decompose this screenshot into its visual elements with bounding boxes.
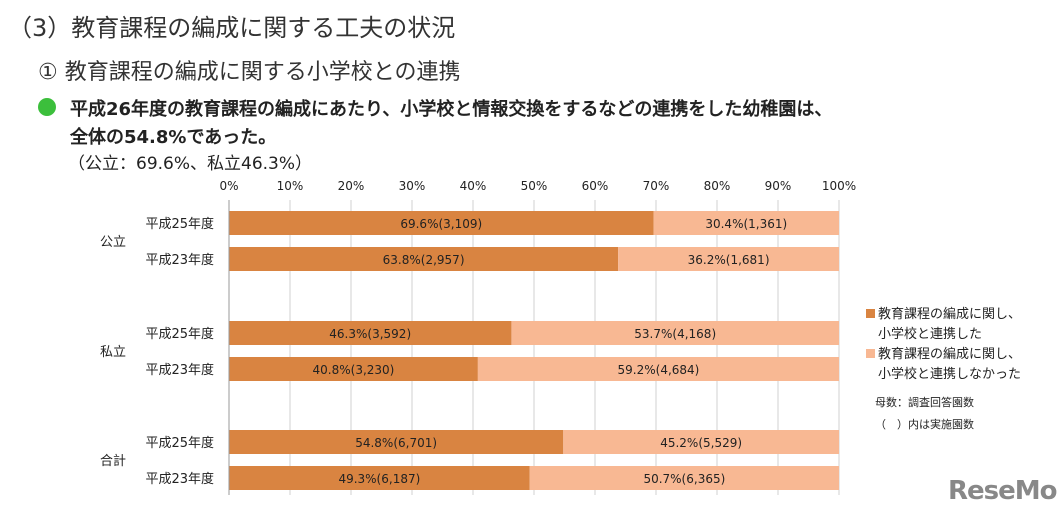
resemom-logo: ReseMom: [948, 476, 1057, 506]
bar-data-label: 53.7%(4,168): [634, 327, 716, 341]
legend-label: 小学校と連携しなかった: [878, 367, 1022, 382]
bar-data-label: 30.4%(1,361): [705, 217, 787, 231]
bar-segment: [229, 321, 512, 345]
row-label: 平成23年度: [145, 252, 214, 268]
bar-segment: [229, 357, 478, 381]
section-title: （3）教育課程の編成に関する工夫の状況: [8, 14, 456, 42]
row-label: 平成25年度: [145, 326, 214, 342]
note-denominator: 母数：調査回答園数: [875, 396, 974, 409]
bar-data-label: 46.3%(3,592): [329, 327, 411, 341]
legend-label: 小学校と連携した: [878, 327, 983, 342]
bar-data-label: 69.6%(3,109): [400, 217, 482, 231]
bar-segment: [477, 357, 839, 381]
bar-data-label: 63.8%(2,957): [383, 253, 465, 267]
row-label: 平成23年度: [145, 471, 214, 487]
x-tick-label: 70%: [643, 179, 670, 193]
bar-segment: [653, 211, 839, 235]
x-tick-label: 20%: [338, 179, 365, 193]
legend-item-linked: 教育課程の編成に関し、 小学校と連携した: [866, 305, 1021, 345]
bar-segment: [529, 466, 839, 490]
subsection-title: ① 教育課程の編成に関する小学校との連携: [38, 60, 461, 85]
x-tick-label: 80%: [704, 179, 731, 193]
bar-data-label: 36.2%(1,681): [688, 253, 770, 267]
bar-segment: [229, 466, 530, 490]
note-parentheses: （ ）内は実施園数: [875, 418, 974, 431]
row-label: 平成25年度: [145, 435, 214, 451]
summary-line-2: 全体の54.8%であった。: [70, 127, 277, 148]
legend-swatch: [866, 349, 875, 358]
bar-segment: [229, 430, 564, 454]
bar-data-label: 45.2%(5,529): [660, 436, 742, 450]
bar-segment: [618, 247, 839, 271]
bar-data-label: 54.8%(6,701): [355, 436, 437, 450]
bar-data-label: 49.3%(6,187): [338, 472, 420, 486]
bar-data-label: 59.2%(4,684): [618, 363, 700, 377]
group-label: 公立: [100, 235, 126, 250]
bar-data-label: 40.8%(3,230): [313, 363, 395, 377]
x-tick-label: 50%: [521, 179, 548, 193]
bar-data-label: 50.7%(6,365): [643, 472, 725, 486]
bullet-icon: [38, 98, 56, 116]
x-tick-label: 30%: [399, 179, 426, 193]
summary-line-3: （公立：69.6%、私立46.3%）: [68, 154, 313, 174]
x-tick-label: 40%: [460, 179, 487, 193]
bar-segment: [229, 211, 654, 235]
x-tick-label: 100%: [822, 179, 856, 193]
bar-segment: [563, 430, 839, 454]
bar-segment: [511, 321, 839, 345]
legend-label: 教育課程の編成に関し、: [878, 347, 1022, 362]
x-tick-label: 0%: [219, 179, 238, 193]
row-label: 平成23年度: [145, 362, 214, 378]
row-label: 平成25年度: [145, 216, 214, 232]
group-label: 私立: [100, 345, 126, 360]
x-tick-label: 90%: [765, 179, 792, 193]
legend-item-not-linked: 教育課程の編成に関し、 小学校と連携しなかった: [866, 345, 1021, 385]
x-tick-label: 60%: [582, 179, 609, 193]
legend-swatch: [866, 309, 875, 318]
group-label: 合計: [100, 453, 126, 469]
legend-label: 教育課程の編成に関し、: [878, 307, 1022, 322]
x-tick-label: 10%: [277, 179, 304, 193]
bar-segment: [229, 247, 619, 271]
summary-line-1: 平成26年度の教育課程の編成にあたり、小学校と情報交換をするなどの連携をした幼稚…: [70, 99, 833, 120]
